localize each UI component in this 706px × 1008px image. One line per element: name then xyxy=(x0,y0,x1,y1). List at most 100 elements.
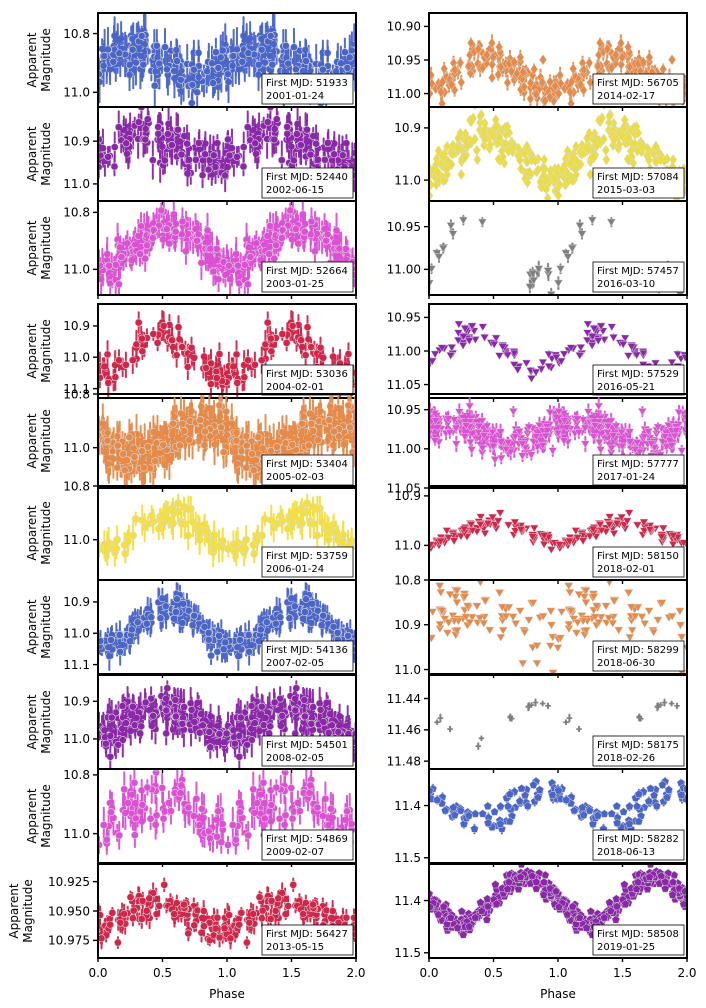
data-point xyxy=(244,356,252,365)
y-axis-title-line: Apparent xyxy=(25,413,39,468)
data-point xyxy=(137,32,146,40)
data-point xyxy=(111,373,120,382)
data-point xyxy=(284,59,293,68)
data-point xyxy=(319,65,327,74)
data-point xyxy=(256,625,265,634)
data-point xyxy=(230,739,239,748)
data-point xyxy=(178,217,187,226)
data-point xyxy=(103,350,112,359)
data-point xyxy=(163,506,172,515)
data-point xyxy=(203,226,212,235)
data-point xyxy=(128,702,137,711)
legend-box xyxy=(261,261,354,293)
data-point xyxy=(184,803,193,812)
legend-mjd: First MJD: 53036 xyxy=(266,369,348,380)
y-axis-title-line: Magnitude xyxy=(39,122,53,186)
panel-52440: 10.9 11.0 First MJD: 52440 2002-06-15 Appare… xyxy=(25,106,357,205)
data-point xyxy=(152,41,161,50)
y-axis-title-line: Magnitude xyxy=(39,595,53,659)
data-points xyxy=(98,769,356,855)
data-point xyxy=(152,811,161,820)
data-point xyxy=(265,250,274,259)
y-tick-label: 11.0 xyxy=(63,351,90,365)
data-point xyxy=(282,338,291,347)
data-point xyxy=(148,234,157,242)
data-point xyxy=(277,234,286,242)
data-point xyxy=(106,752,115,761)
data-point xyxy=(298,519,306,528)
legend-date: 2004-02-01 xyxy=(266,382,324,393)
data-point xyxy=(184,606,193,615)
data-point xyxy=(98,261,104,270)
data-point xyxy=(341,245,350,253)
data-point xyxy=(276,613,285,622)
data-point xyxy=(277,156,286,165)
data-point xyxy=(344,401,353,410)
data-point xyxy=(194,139,203,147)
data-point xyxy=(325,416,334,424)
data-point xyxy=(162,706,171,715)
data-points xyxy=(98,107,356,193)
y-tick-label: 10.8 xyxy=(63,768,90,782)
data-point xyxy=(184,531,193,540)
data-point xyxy=(307,419,316,428)
data-point xyxy=(251,139,260,148)
data-point xyxy=(138,334,146,343)
data-point xyxy=(324,728,333,737)
data-point xyxy=(100,52,109,60)
data-point xyxy=(103,436,112,445)
data-point xyxy=(332,226,341,235)
data-point xyxy=(313,803,322,812)
y-tick-label: 10.8 xyxy=(63,27,90,41)
data-point xyxy=(217,423,226,432)
data-point xyxy=(107,713,116,722)
data-point xyxy=(129,531,137,540)
data-point xyxy=(174,499,183,508)
data-point xyxy=(281,41,290,50)
data-point xyxy=(301,351,310,360)
y-tick-label: 11.0 xyxy=(63,441,90,455)
data-point xyxy=(204,827,213,836)
data-point xyxy=(178,343,187,351)
data-point xyxy=(153,338,162,347)
data-point xyxy=(314,436,322,444)
y-axis-title-line: Magnitude xyxy=(39,216,53,280)
data-point xyxy=(261,340,270,349)
data-point xyxy=(187,705,196,714)
data-point xyxy=(137,722,146,731)
data-point xyxy=(146,814,155,823)
data-point xyxy=(147,613,156,622)
data-point xyxy=(118,702,127,710)
data-point xyxy=(144,442,152,451)
data-point xyxy=(140,523,149,532)
data-point xyxy=(215,730,224,738)
data-point xyxy=(302,595,310,604)
data-point xyxy=(98,636,105,645)
legend-box xyxy=(261,454,354,486)
data-point xyxy=(278,711,287,720)
data-point xyxy=(245,647,254,656)
data-point xyxy=(253,537,261,545)
y-axis-title: ApparentMagnitude xyxy=(25,409,53,473)
data-point xyxy=(215,401,224,410)
y-tick-label: 11.1 xyxy=(63,382,90,396)
data-point xyxy=(143,783,152,792)
data-point xyxy=(288,519,297,528)
data-point xyxy=(232,350,241,359)
y-axis-title-line: Apparent xyxy=(25,505,39,560)
data-point xyxy=(188,80,197,89)
data-point xyxy=(342,139,351,148)
data-point xyxy=(104,378,113,387)
data-point xyxy=(206,834,214,843)
data-point xyxy=(139,60,148,69)
data-point xyxy=(128,45,137,54)
data-point xyxy=(250,360,259,369)
data-point xyxy=(149,330,158,338)
data-point xyxy=(174,125,182,134)
legend-date: 2006-01-24 xyxy=(266,564,324,575)
data-point xyxy=(163,65,171,74)
data-point xyxy=(213,832,221,841)
data-point xyxy=(204,635,213,644)
y-tick-label: 10.9 xyxy=(63,319,90,333)
